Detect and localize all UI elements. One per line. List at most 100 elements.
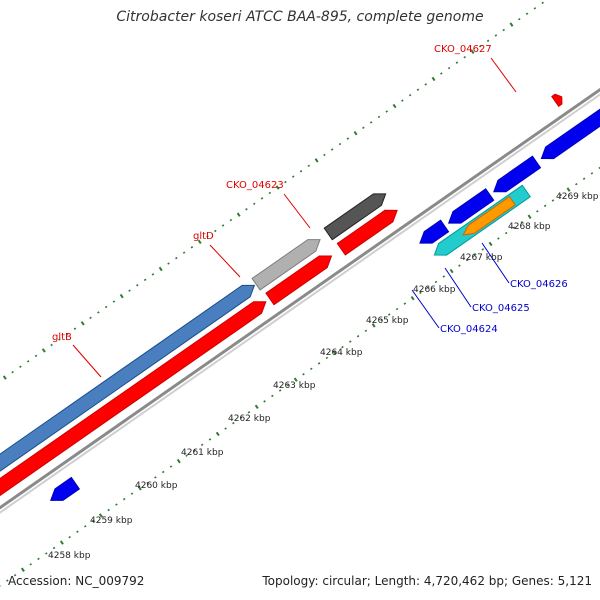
tick-mark xyxy=(68,535,71,539)
tick-mark xyxy=(525,12,529,15)
tick-mark xyxy=(541,1,544,5)
tick-mark xyxy=(291,175,295,178)
tick-mark xyxy=(566,187,571,192)
tick-mark xyxy=(286,383,290,387)
genome-summary: Topology: circular; Length: 4,720,462 bp… xyxy=(262,574,592,588)
tick-mark xyxy=(91,519,95,523)
tick-mark xyxy=(260,197,264,200)
tick-mark xyxy=(65,332,69,336)
tick-mark xyxy=(83,525,87,528)
tick-mark xyxy=(419,291,422,295)
accession-label: Accession: NC_009792 xyxy=(8,574,145,588)
tick-mark xyxy=(197,239,202,245)
tick-mark xyxy=(395,307,399,311)
tick-mark xyxy=(307,164,311,168)
scale-label: 4265 kbp xyxy=(366,316,409,326)
tick-mark xyxy=(299,169,303,173)
tick-mark xyxy=(37,557,40,561)
tick-mark xyxy=(190,246,194,249)
tick-mark xyxy=(2,375,7,380)
tick-mark xyxy=(11,370,14,374)
tick-mark xyxy=(481,248,485,251)
tick-mark xyxy=(50,343,53,347)
label-leader-line xyxy=(72,344,102,378)
tick-mark xyxy=(80,321,85,326)
tick-mark xyxy=(208,438,212,441)
tick-mark xyxy=(590,172,594,175)
scale-label: 4262 kbp xyxy=(228,414,271,424)
tick-mark xyxy=(470,49,475,54)
tick-mark xyxy=(206,235,209,238)
gene-label-CKO_04626: CKO_04626 xyxy=(510,279,568,290)
tick-mark xyxy=(380,318,383,322)
tick-mark xyxy=(504,231,508,235)
scale-label: 4260 kbp xyxy=(135,481,178,491)
tick-mark xyxy=(509,22,514,27)
gene-label-CKO_04627: CKO_04627 xyxy=(434,44,492,55)
tick-mark xyxy=(215,431,220,437)
tick-mark xyxy=(284,180,287,184)
tick-mark xyxy=(551,199,555,202)
scale-label: 4261 kbp xyxy=(181,448,224,458)
tick-mark xyxy=(20,567,25,572)
tick-mark xyxy=(536,210,539,213)
tick-mark xyxy=(527,214,532,219)
tick-mark xyxy=(424,83,428,86)
tick-mark xyxy=(369,121,373,124)
tick-mark xyxy=(455,61,459,64)
tick-mark xyxy=(575,182,578,186)
tick-mark xyxy=(323,153,326,157)
tick-mark xyxy=(115,503,118,506)
tick-mark xyxy=(268,191,272,195)
tick-mark xyxy=(449,268,454,274)
tick-mark xyxy=(371,323,376,328)
tick-mark xyxy=(377,115,381,119)
tick-mark xyxy=(119,293,124,299)
scale-label: 4264 kbp xyxy=(320,348,363,358)
label-leader-line xyxy=(444,267,472,308)
feature-CKO_04623-cog xyxy=(323,193,387,241)
label-leader-line xyxy=(209,244,241,278)
tick-mark xyxy=(107,508,110,512)
tick-mark xyxy=(426,286,430,289)
tick-mark xyxy=(221,224,225,227)
tick-mark xyxy=(154,476,157,479)
tick-mark xyxy=(271,394,274,398)
tick-mark xyxy=(137,486,142,491)
tick-mark xyxy=(494,34,498,37)
tick-mark xyxy=(224,427,227,430)
feature-CKO_04627 xyxy=(551,93,563,108)
label-leader-line xyxy=(481,242,510,284)
tick-mark xyxy=(317,362,321,365)
backbone-line xyxy=(0,87,600,510)
tick-mark xyxy=(213,229,217,233)
tick-mark xyxy=(151,273,155,276)
tick-mark xyxy=(332,350,337,355)
tick-mark xyxy=(346,137,350,140)
tick-mark xyxy=(169,465,173,468)
tick-mark xyxy=(434,280,438,284)
tick-mark xyxy=(497,237,500,240)
tick-mark xyxy=(349,340,352,343)
tick-mark xyxy=(76,530,79,533)
tick-mark xyxy=(410,296,415,301)
tick-mark xyxy=(245,208,248,211)
gene-label-CKO_04624: CKO_04624 xyxy=(440,324,498,335)
tick-mark xyxy=(122,497,126,501)
tick-mark xyxy=(176,458,181,464)
tick-mark xyxy=(440,72,443,75)
feature-CKO_04623 xyxy=(336,209,398,256)
tick-mark xyxy=(314,158,319,163)
tick-mark xyxy=(175,256,178,260)
feature-gltD xyxy=(265,255,333,306)
tick-mark xyxy=(52,546,56,550)
tick-mark xyxy=(341,345,344,349)
scale-label: 4263 kbp xyxy=(273,381,316,391)
gene-label-CKO_04625: CKO_04625 xyxy=(472,303,530,314)
tick-mark xyxy=(520,220,524,224)
tick-mark xyxy=(502,28,505,32)
tick-mark xyxy=(232,421,235,425)
scale-label: 4268 kbp xyxy=(508,222,551,232)
tick-mark xyxy=(182,251,186,254)
